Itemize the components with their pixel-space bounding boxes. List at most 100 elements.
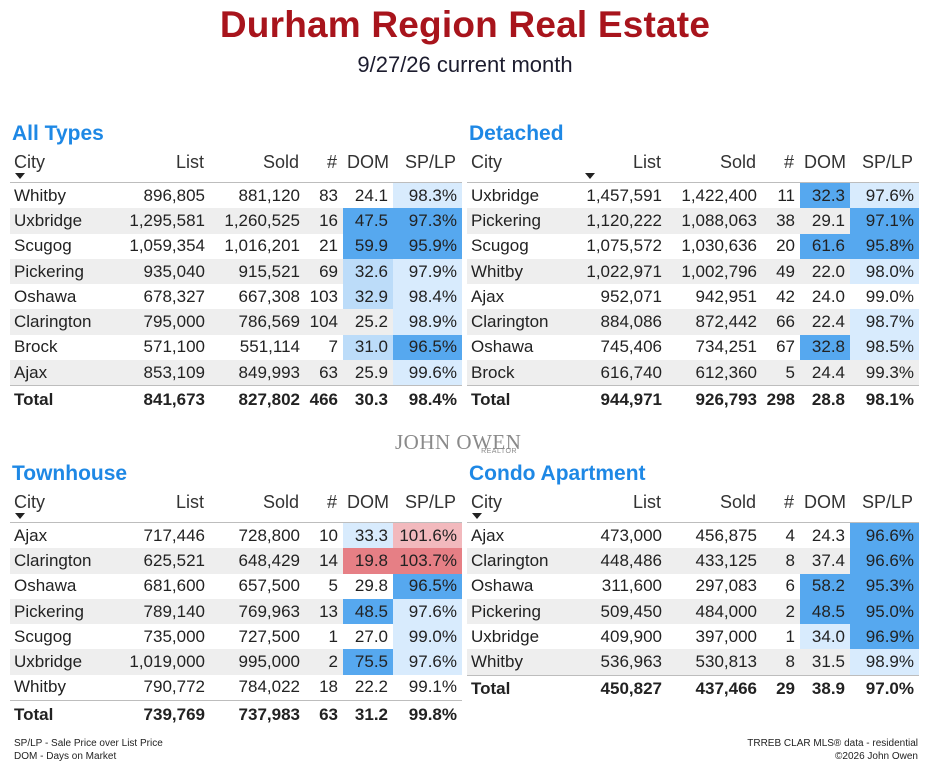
cell-count: 20 [776,236,795,256]
cell-list: 853,109 [122,360,210,386]
cell-list: 795,000 [122,309,210,335]
column-header-sold[interactable]: Sold [719,491,756,512]
cell-list: 448,486 [579,548,667,574]
column-header-splp[interactable]: SP/LP [861,151,913,172]
footer-copyright: ©2026 John Owen [835,751,918,762]
cell-city: Clarington [10,309,122,335]
column-header-count[interactable]: # [326,491,337,512]
table-row: Clarington 884,086 872,442 66 22.4 98.7% [467,309,919,335]
cell-splp: 98.7% [850,309,919,335]
table-row: Whitby 896,805 881,120 83 24.1 98.3% [10,182,462,209]
sort-descending-icon[interactable] [15,173,25,179]
cell-splp: 95.9% [393,233,462,259]
column-header-count[interactable]: # [783,151,794,172]
total-count: 29 [762,674,800,703]
cell-splp: 99.0% [865,286,914,306]
cell-count: 10 [319,525,338,545]
column-header-count[interactable]: # [326,151,337,172]
column-header-sold[interactable]: Sold [262,491,299,512]
cell-city: Ajax [14,525,48,545]
report-subtitle: 9/27/26 current month [357,52,573,77]
cell-sold: 734,251 [695,337,757,357]
total-sold: 437,466 [667,674,762,703]
cell-count: 14 [305,548,343,574]
total-dom: 28.8 [800,385,850,414]
cell-count: 69 [305,258,343,285]
cell-city: Ajax [471,525,505,545]
cell-count: 5 [328,576,338,596]
column-header-dom[interactable]: DOM [804,491,846,512]
cell-count: 66 [762,309,800,335]
column-header-list[interactable]: List [175,151,204,172]
cell-count: 18 [319,677,338,697]
cell-list: 745,406 [600,337,662,357]
cell-city: Oshawa [14,286,77,306]
table-row: Ajax 473,000 456,875 4 24.3 96.6% [467,522,919,549]
column-header-list[interactable]: List [632,491,661,512]
cell-sold: 1,088,063 [667,208,762,234]
sort-descending-icon[interactable] [15,513,25,519]
column-header-city[interactable]: City [10,488,122,519]
total-count: 63 [305,700,343,729]
sort-descending-icon[interactable] [472,513,482,519]
cell-splp: 98.3% [393,182,462,209]
column-header-dom[interactable]: DOM [804,151,846,172]
cell-count: 49 [762,258,800,285]
column-header-splp[interactable]: SP/LP [861,491,913,512]
column-header-dom[interactable]: DOM [347,151,389,172]
footer-legend-splp: SP/LP - Sale Price over List Price [14,738,163,749]
column-header-dom[interactable]: DOM [347,491,389,512]
column-header-sold[interactable]: Sold [262,151,299,172]
cell-list: 1,019,000 [122,649,210,675]
cell-sold: 551,114 [239,337,300,357]
total-sold: 737,983 [210,700,305,729]
cell-count: 104 [305,309,343,335]
column-header-city[interactable]: City [467,488,579,519]
cell-splp: 99.3% [850,360,919,386]
column-header-list[interactable]: List [175,491,204,512]
cell-city: Oshawa [14,576,77,596]
table-row: Brock 616,740 612,360 5 24.4 99.3% [467,360,919,386]
cell-dom: 22.2 [354,677,388,697]
data-table: City List Sold # DOM SP/LP Ajax 473,000 456,875 4… [467,488,919,703]
cell-splp: 95.0% [850,598,919,625]
cell-list: 536,963 [579,649,667,676]
cell-city: Pickering [467,598,579,625]
total-row: Total 841,673 827,802 466 30.3 98.4% [10,385,462,414]
cell-count: 13 [305,598,343,625]
cell-count: 63 [305,360,343,386]
cell-list: 1,120,222 [579,208,667,234]
cell-city: Whitby [467,258,579,285]
cell-city: Pickering [10,598,122,625]
total-splp: 97.0% [850,674,919,703]
total-splp: 98.4% [393,385,462,414]
panel-title: All Types [12,122,104,145]
cell-dom: 25.2 [343,309,393,335]
cell-splp: 99.0% [393,624,462,650]
column-header-count[interactable]: # [783,491,794,512]
total-dom: 38.9 [800,674,850,703]
total-list: 841,673 [122,385,210,414]
column-header-splp[interactable]: SP/LP [404,151,456,172]
column-header-sold[interactable]: Sold [719,151,756,172]
cell-list: 681,600 [143,576,205,596]
total-count: 466 [305,385,343,414]
cell-dom: 24.1 [354,185,388,205]
cell-sold: 612,360 [667,360,762,386]
cell-list: 1,075,572 [586,236,662,256]
column-header-city[interactable]: City [471,151,502,172]
column-header-city[interactable]: City [10,148,122,179]
sort-descending-icon[interactable] [585,173,595,179]
cell-sold: 784,022 [238,677,300,697]
cell-sold: 657,500 [238,576,300,596]
column-header-list[interactable]: List [579,148,667,179]
cell-sold: 297,083 [695,576,757,596]
logo-name: JOHN OWEN [395,430,522,454]
header-row: City List Sold # DOM SP/LP [467,488,919,519]
cell-city: Ajax [10,360,122,386]
cell-splp: 96.9% [850,624,919,650]
cell-splp: 98.5% [850,334,919,361]
total-label: Total [467,674,579,703]
column-header-splp[interactable]: SP/LP [404,491,456,512]
cell-count: 38 [762,208,800,234]
